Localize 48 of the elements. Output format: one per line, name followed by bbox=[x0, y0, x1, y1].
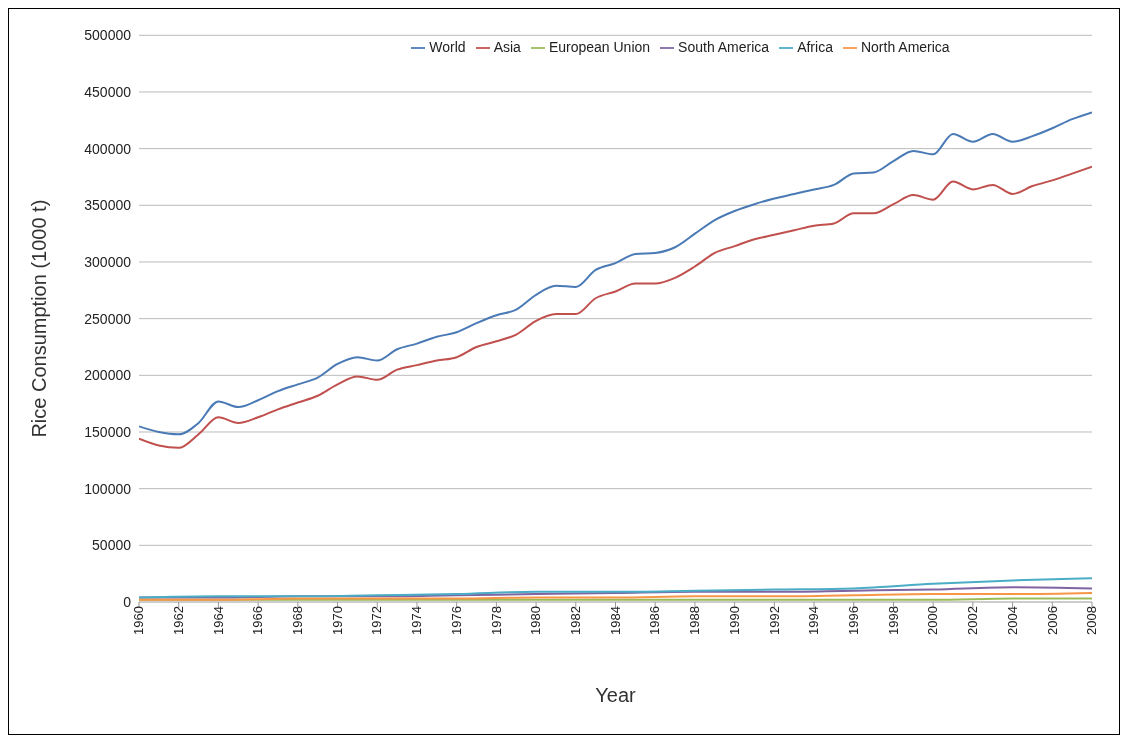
y-tick-label: 200000 bbox=[84, 367, 132, 384]
x-tick-label: 2006 bbox=[1044, 606, 1060, 635]
x-tick-label: 1976 bbox=[448, 606, 464, 635]
x-tick-label: 1986 bbox=[647, 606, 663, 635]
x-tick-label: 1962 bbox=[170, 606, 186, 635]
legend-label: Africa bbox=[797, 39, 833, 55]
y-tick-label: 400000 bbox=[84, 140, 132, 157]
x-tick-label: 1982 bbox=[568, 606, 584, 635]
x-tick-label: 1966 bbox=[250, 606, 266, 635]
y-tick-label: 350000 bbox=[84, 197, 132, 214]
y-tick-label: 450000 bbox=[84, 83, 132, 100]
x-tick-label: 1994 bbox=[806, 606, 822, 635]
y-axis-title: Rice Consumption (1000 t) bbox=[28, 199, 51, 438]
x-tick-label: 1970 bbox=[329, 606, 345, 635]
line-series bbox=[139, 591, 1092, 601]
x-tick-label: 1988 bbox=[687, 606, 703, 635]
y-tick-label: 100000 bbox=[84, 480, 132, 497]
legend-label: European Union bbox=[548, 39, 651, 55]
y-tick-label: 150000 bbox=[84, 423, 132, 440]
line-series bbox=[139, 111, 1092, 436]
legend-label: South America bbox=[678, 39, 770, 55]
legend-label: North America bbox=[860, 39, 950, 55]
x-tick-label: 1992 bbox=[766, 606, 782, 635]
x-tick-label: 1980 bbox=[528, 606, 544, 635]
x-tick-label: 1960 bbox=[131, 606, 147, 635]
x-tick-label: 1974 bbox=[409, 606, 425, 635]
line-series bbox=[139, 577, 1092, 599]
x-tick-label: 2004 bbox=[1004, 606, 1020, 635]
x-tick-label: 1998 bbox=[885, 606, 901, 635]
x-tick-label: 1964 bbox=[210, 606, 226, 635]
legend-label: World bbox=[429, 39, 466, 55]
y-tick-label: 0 bbox=[123, 593, 132, 610]
x-tick-label: 1972 bbox=[369, 606, 385, 635]
x-tick-label: 2002 bbox=[965, 606, 981, 635]
x-tick-label: 2000 bbox=[925, 606, 941, 635]
legend-label: Asia bbox=[493, 39, 521, 55]
x-tick-label: 2008 bbox=[1084, 606, 1100, 635]
x-tick-label: 1984 bbox=[607, 606, 623, 635]
y-tick-label: 500000 bbox=[84, 27, 132, 44]
line-series bbox=[139, 165, 1092, 449]
x-tick-label: 1990 bbox=[726, 606, 742, 635]
y-tick-label: 50000 bbox=[92, 537, 132, 554]
y-tick-label: 300000 bbox=[84, 253, 132, 270]
x-tick-label: 1996 bbox=[845, 606, 861, 635]
y-tick-label: 250000 bbox=[84, 310, 132, 327]
x-axis-title: Year bbox=[595, 684, 637, 706]
x-tick-label: 1968 bbox=[290, 606, 306, 635]
x-tick-label: 1978 bbox=[488, 606, 504, 635]
